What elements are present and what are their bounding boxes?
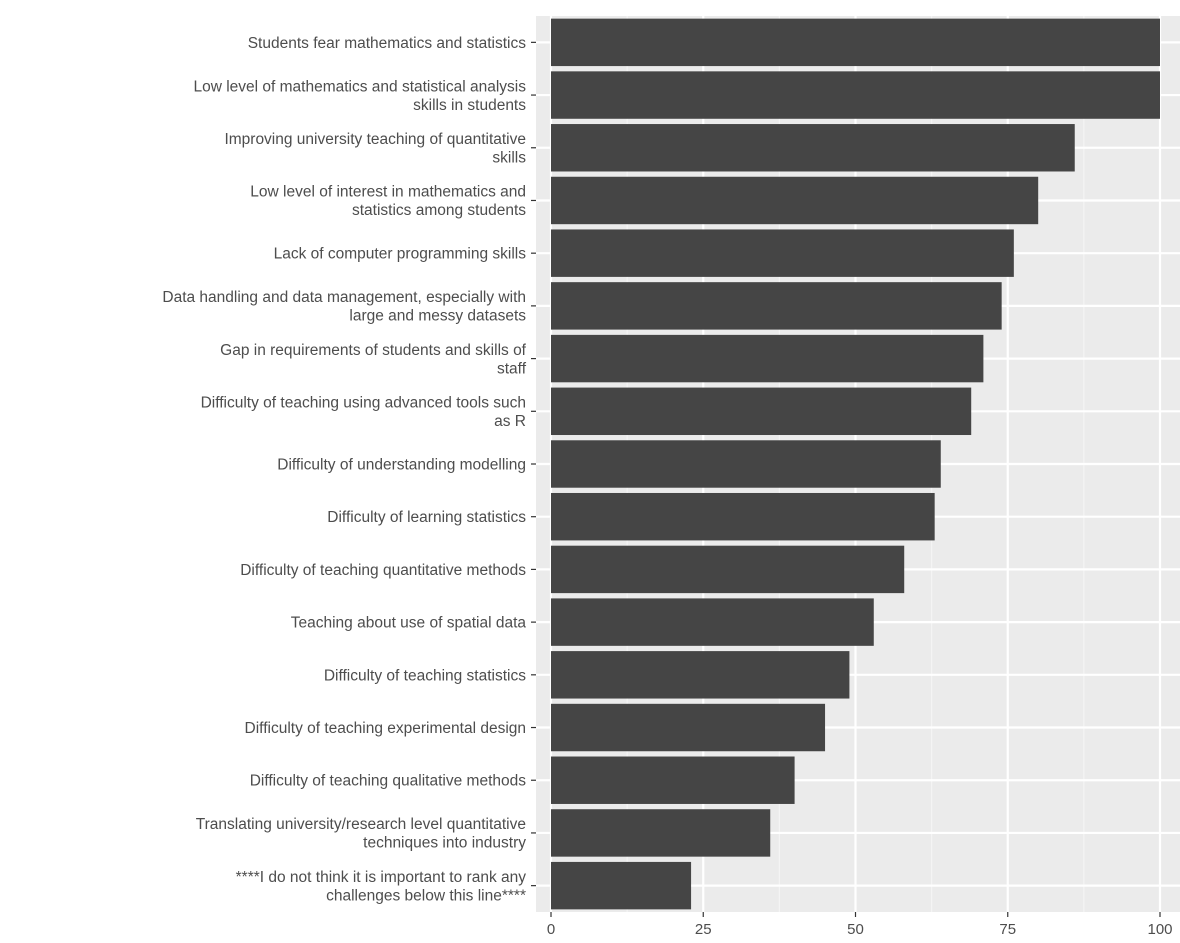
y-tick-label-line: Gap in requirements of students and skil… (220, 342, 527, 359)
bars-group (551, 18, 1160, 910)
x-tick-label: 0 (547, 921, 555, 938)
bar (551, 598, 874, 646)
y-tick-label-line: Difficulty of teaching using advanced to… (201, 395, 526, 412)
y-tick-label: Improving university teaching of quantit… (224, 131, 526, 167)
x-axis: 0 25 50 75 100 (547, 912, 1173, 938)
y-tick-label: Translating university/research level qu… (196, 816, 527, 852)
y-tick-label-line: skills in students (413, 97, 526, 114)
bar (551, 71, 1160, 119)
y-tick-label: Difficulty of teaching qualitative metho… (250, 773, 527, 790)
y-tick-label: Lack of computer programming skills (274, 246, 527, 263)
y-tick-label-line: as R (494, 413, 526, 430)
y-tick-label-line: ****I do not think it is important to ra… (236, 869, 527, 886)
y-tick-label-line: techniques into industry (363, 835, 526, 852)
x-tick-label: 100 (1147, 921, 1172, 938)
bar (551, 282, 1002, 330)
x-tick-label: 25 (695, 921, 712, 938)
bar (551, 492, 935, 541)
bar (551, 334, 984, 383)
bar (551, 387, 972, 436)
y-tick-label-line: Difficulty of teaching quantitative meth… (240, 562, 526, 579)
y-tick-label-line: Difficulty of teaching statistics (324, 667, 526, 684)
y-tick-label-line: Difficulty of teaching qualitative metho… (250, 773, 527, 790)
y-tick-label: ****I do not think it is important to ra… (236, 869, 527, 905)
y-tick-label-line: Data handling and data management, espec… (162, 289, 526, 306)
x-tick-label: 75 (999, 921, 1016, 938)
y-tick-label: Difficulty of understanding modelling (277, 457, 526, 474)
y-axis: Students fear mathematics and statistics… (162, 35, 536, 905)
bar (551, 809, 771, 857)
y-tick-label-line: Improving university teaching of quantit… (224, 131, 526, 148)
y-tick-label: Difficulty of teaching quantitative meth… (240, 562, 526, 579)
bar (551, 18, 1160, 67)
y-tick-label: Teaching about use of spatial data (291, 615, 527, 632)
bar (551, 651, 850, 699)
y-tick-label-line: large and messy datasets (349, 308, 526, 325)
y-tick-label-line: Low level of mathematics and statistical… (193, 78, 526, 95)
y-tick-label: Students fear mathematics and statistics (248, 35, 527, 52)
y-tick-label-line: challenges below this line**** (326, 887, 526, 904)
bar (551, 756, 795, 804)
y-tick-label: Difficulty of teaching using advanced to… (201, 395, 526, 431)
y-tick-label-line: skills (492, 150, 526, 167)
y-tick-label-line: statistics among students (352, 202, 526, 219)
y-tick-label-line: Lack of computer programming skills (274, 246, 527, 263)
y-tick-label-line: Difficulty of understanding modelling (277, 457, 526, 474)
y-tick-label: Low level of interest in mathematics and… (250, 184, 526, 220)
y-tick-label-line: Teaching about use of spatial data (291, 615, 527, 632)
y-tick-label-line: Low level of interest in mathematics and (250, 184, 526, 201)
y-tick-label-line: Difficulty of teaching experimental desi… (245, 720, 526, 737)
y-tick-label-line: staff (497, 360, 527, 377)
bar (551, 703, 826, 752)
bar (551, 861, 692, 910)
y-tick-label: Difficulty of teaching statistics (324, 667, 526, 684)
y-tick-label-line: Translating university/research level qu… (196, 816, 526, 833)
y-tick-label: Difficulty of teaching experimental desi… (245, 720, 526, 737)
bar (551, 229, 1014, 277)
bar (551, 176, 1039, 225)
x-tick-label: 50 (847, 921, 864, 938)
bar (551, 545, 905, 594)
y-tick-label: Gap in requirements of students and skil… (220, 342, 527, 378)
bar (551, 124, 1075, 172)
y-tick-label-line: Difficulty of learning statistics (327, 509, 526, 526)
y-tick-label: Difficulty of learning statistics (327, 509, 526, 526)
y-tick-label-line: Students fear mathematics and statistics (248, 35, 527, 52)
bar (551, 440, 941, 488)
y-tick-label: Low level of mathematics and statistical… (193, 78, 526, 114)
y-tick-label: Data handling and data management, espec… (162, 289, 526, 325)
